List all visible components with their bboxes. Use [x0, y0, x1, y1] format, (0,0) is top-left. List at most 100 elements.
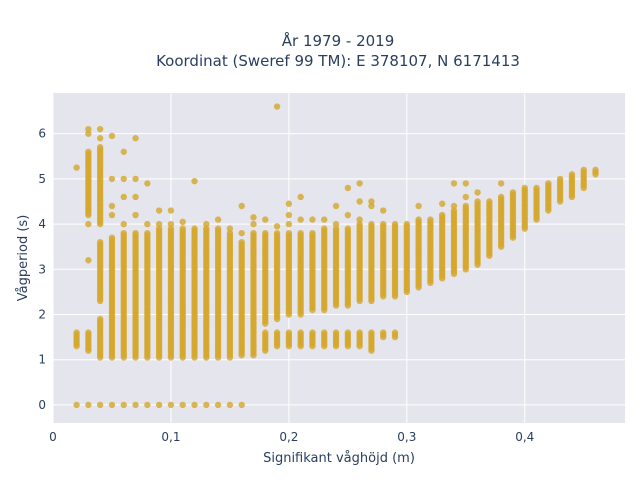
data-point: [521, 184, 528, 192]
data-point: [96, 238, 104, 246]
data-point: [132, 175, 139, 183]
chart-title-line-1: År 1979 - 2019: [282, 31, 395, 50]
data-point: [179, 225, 186, 232]
data-point: [96, 315, 104, 323]
data-point: [380, 207, 387, 214]
data-point: [509, 189, 517, 196]
data-point: [273, 329, 281, 336]
data-point: [203, 220, 210, 228]
data-point: [380, 220, 387, 228]
data-point: [297, 216, 304, 223]
data-point: [368, 329, 375, 336]
data-point: [285, 329, 293, 336]
data-point: [332, 225, 340, 232]
data-point: [321, 329, 328, 336]
data-point: [155, 401, 163, 409]
data-point: [368, 198, 375, 205]
data-point: [191, 177, 198, 185]
x-tick-label: 0,4: [515, 430, 534, 444]
data-point: [368, 202, 375, 210]
data-point: [167, 207, 175, 214]
data-point: [415, 202, 422, 210]
data-point: [238, 202, 245, 210]
x-tick-label: 0,2: [279, 430, 298, 444]
data-point: [226, 401, 234, 409]
data-point: [356, 180, 363, 187]
data-point: [132, 401, 139, 409]
data-point: [155, 220, 163, 228]
chart-title-line-2: Koordinat (Sweref 99 TM): E 378107, N 61…: [156, 52, 520, 70]
data-point: [332, 202, 340, 210]
data-point: [132, 135, 139, 142]
data-point: [344, 329, 352, 336]
data-point: [450, 207, 458, 214]
x-axis-label: Signifikant våghöjd (m): [263, 451, 415, 466]
data-point: [238, 238, 245, 246]
data-point: [85, 125, 92, 133]
data-point: [214, 225, 222, 232]
data-point: [545, 180, 552, 187]
data-point: [344, 184, 352, 192]
data-point: [297, 229, 304, 237]
data-point: [144, 229, 151, 237]
data-point: [344, 225, 352, 232]
data-point: [273, 103, 281, 110]
data-point: [73, 329, 80, 336]
data-point: [167, 225, 175, 232]
data-point: [356, 198, 363, 205]
data-point: [167, 220, 175, 228]
data-point: [120, 220, 127, 228]
y-tick-label: 4: [38, 217, 46, 231]
y-tick-label: 3: [38, 262, 46, 276]
data-point: [120, 229, 127, 237]
y-tick-label: 1: [38, 353, 46, 367]
data-point: [273, 229, 281, 237]
data-point: [120, 175, 127, 183]
data-point: [179, 218, 186, 226]
data-point: [309, 216, 316, 223]
data-point: [439, 211, 446, 219]
data-point: [191, 225, 198, 232]
data-point: [203, 401, 210, 409]
data-point: [85, 329, 92, 336]
data-point: [155, 207, 163, 214]
y-tick-label: 5: [38, 172, 46, 186]
data-point: [85, 130, 92, 137]
data-point: [144, 220, 151, 228]
data-point: [450, 202, 458, 210]
data-point: [250, 220, 257, 228]
data-point: [85, 148, 92, 155]
data-point: [85, 220, 92, 228]
data-point: [96, 135, 104, 142]
data-point: [403, 220, 411, 228]
data-points: [73, 103, 599, 409]
data-point: [321, 216, 328, 223]
data-point: [108, 234, 116, 241]
data-point: [120, 193, 127, 201]
y-tick-label: 6: [38, 127, 46, 141]
data-point: [73, 401, 80, 409]
data-point: [391, 220, 399, 228]
data-point: [439, 200, 446, 207]
data-point: [96, 125, 104, 133]
data-point: [321, 225, 328, 232]
y-axis-label: Vågperiod (s): [16, 215, 31, 302]
data-point: [250, 214, 257, 221]
x-tick-label: 0: [49, 430, 57, 444]
data-point: [238, 229, 245, 237]
y-tick-label: 0: [38, 398, 46, 412]
x-tick-label: 0,3: [397, 430, 416, 444]
data-point: [96, 401, 104, 409]
data-point: [108, 132, 116, 140]
data-point: [427, 216, 434, 223]
data-point: [238, 401, 245, 409]
data-point: [285, 200, 293, 207]
data-point: [85, 401, 92, 409]
data-point: [356, 329, 363, 336]
data-point: [356, 216, 363, 223]
data-point: [167, 401, 175, 409]
data-point: [309, 329, 316, 336]
data-point: [368, 220, 375, 228]
data-point: [285, 220, 293, 228]
